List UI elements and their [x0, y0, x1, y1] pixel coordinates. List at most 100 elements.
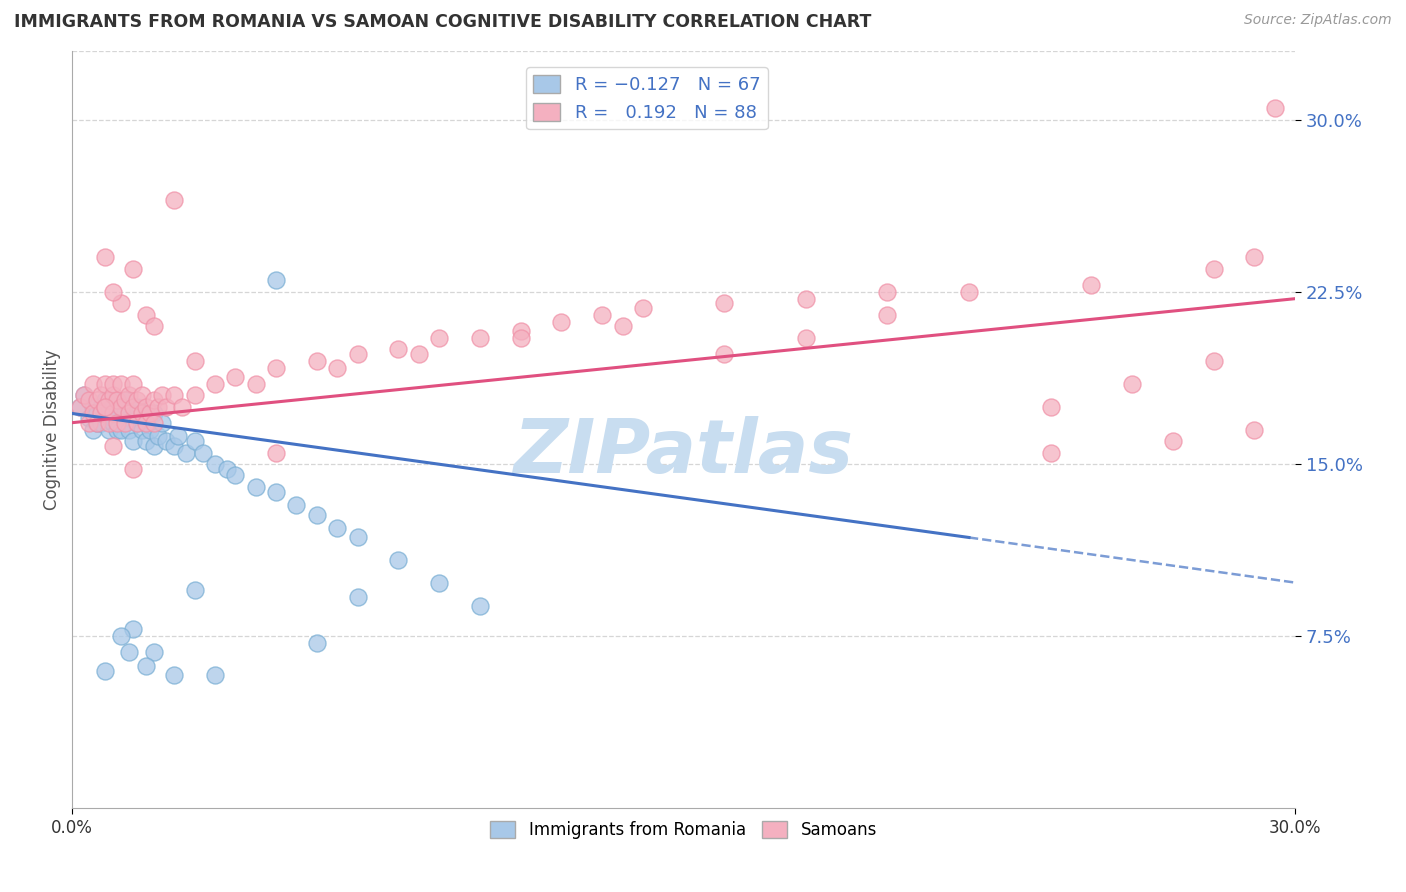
Point	[142, 416, 165, 430]
Point	[509, 331, 531, 345]
Point	[305, 508, 328, 522]
Point	[90, 407, 112, 421]
Point	[122, 623, 145, 637]
Point	[101, 285, 124, 299]
Point	[101, 388, 124, 402]
Point	[131, 407, 153, 421]
Point	[146, 429, 169, 443]
Point	[408, 347, 430, 361]
Point	[127, 416, 149, 430]
Point	[1121, 376, 1143, 391]
Point	[163, 193, 186, 207]
Point	[86, 392, 108, 407]
Point	[183, 583, 205, 598]
Point	[131, 407, 153, 421]
Point	[122, 461, 145, 475]
Point	[591, 308, 613, 322]
Point	[82, 423, 104, 437]
Point	[957, 285, 980, 299]
Point	[204, 376, 226, 391]
Point	[122, 261, 145, 276]
Point	[1243, 251, 1265, 265]
Point	[82, 407, 104, 421]
Point	[86, 416, 108, 430]
Point	[876, 285, 898, 299]
Point	[131, 388, 153, 402]
Point	[468, 599, 491, 614]
Legend: Immigrants from Romania, Samoans: Immigrants from Romania, Samoans	[484, 814, 884, 846]
Y-axis label: Cognitive Disability: Cognitive Disability	[44, 349, 60, 510]
Text: ZIPatlas: ZIPatlas	[513, 416, 853, 489]
Point	[101, 439, 124, 453]
Point	[631, 301, 654, 315]
Point	[101, 407, 124, 421]
Point	[114, 392, 136, 407]
Point	[876, 308, 898, 322]
Point	[82, 400, 104, 414]
Point	[118, 411, 141, 425]
Point	[94, 400, 117, 414]
Point	[150, 416, 173, 430]
Point	[264, 360, 287, 375]
Point	[387, 553, 409, 567]
Point	[346, 347, 368, 361]
Point	[94, 392, 117, 407]
Point	[1080, 277, 1102, 292]
Point	[97, 416, 120, 430]
Point	[713, 347, 735, 361]
Point	[105, 407, 128, 421]
Point	[138, 407, 160, 421]
Point	[122, 407, 145, 421]
Point	[142, 392, 165, 407]
Point	[1039, 400, 1062, 414]
Point	[94, 376, 117, 391]
Point	[122, 434, 145, 448]
Point	[264, 484, 287, 499]
Point	[101, 376, 124, 391]
Point	[127, 416, 149, 430]
Point	[155, 400, 177, 414]
Point	[77, 392, 100, 407]
Point	[146, 400, 169, 414]
Point	[82, 376, 104, 391]
Point	[77, 411, 100, 425]
Point	[142, 319, 165, 334]
Point	[97, 400, 120, 414]
Point	[142, 407, 165, 421]
Point	[94, 251, 117, 265]
Point	[183, 353, 205, 368]
Point	[142, 645, 165, 659]
Point	[245, 480, 267, 494]
Point	[94, 407, 117, 421]
Point	[224, 369, 246, 384]
Point	[73, 388, 96, 402]
Point	[135, 400, 157, 414]
Point	[1202, 353, 1225, 368]
Point	[176, 445, 198, 459]
Point	[387, 342, 409, 356]
Point	[204, 457, 226, 471]
Point	[550, 315, 572, 329]
Point	[204, 668, 226, 682]
Point	[110, 423, 132, 437]
Point	[94, 400, 117, 414]
Point	[183, 434, 205, 448]
Point	[326, 360, 349, 375]
Text: IMMIGRANTS FROM ROMANIA VS SAMOAN COGNITIVE DISABILITY CORRELATION CHART: IMMIGRANTS FROM ROMANIA VS SAMOAN COGNIT…	[14, 13, 872, 31]
Point	[135, 416, 157, 430]
Point	[427, 331, 450, 345]
Point	[155, 434, 177, 448]
Point	[224, 468, 246, 483]
Point	[285, 499, 308, 513]
Point	[1202, 261, 1225, 276]
Point	[131, 423, 153, 437]
Point	[90, 388, 112, 402]
Point	[191, 445, 214, 459]
Point	[110, 400, 132, 414]
Point	[118, 388, 141, 402]
Point	[86, 416, 108, 430]
Point	[73, 388, 96, 402]
Point	[110, 400, 132, 414]
Point	[110, 296, 132, 310]
Point	[326, 521, 349, 535]
